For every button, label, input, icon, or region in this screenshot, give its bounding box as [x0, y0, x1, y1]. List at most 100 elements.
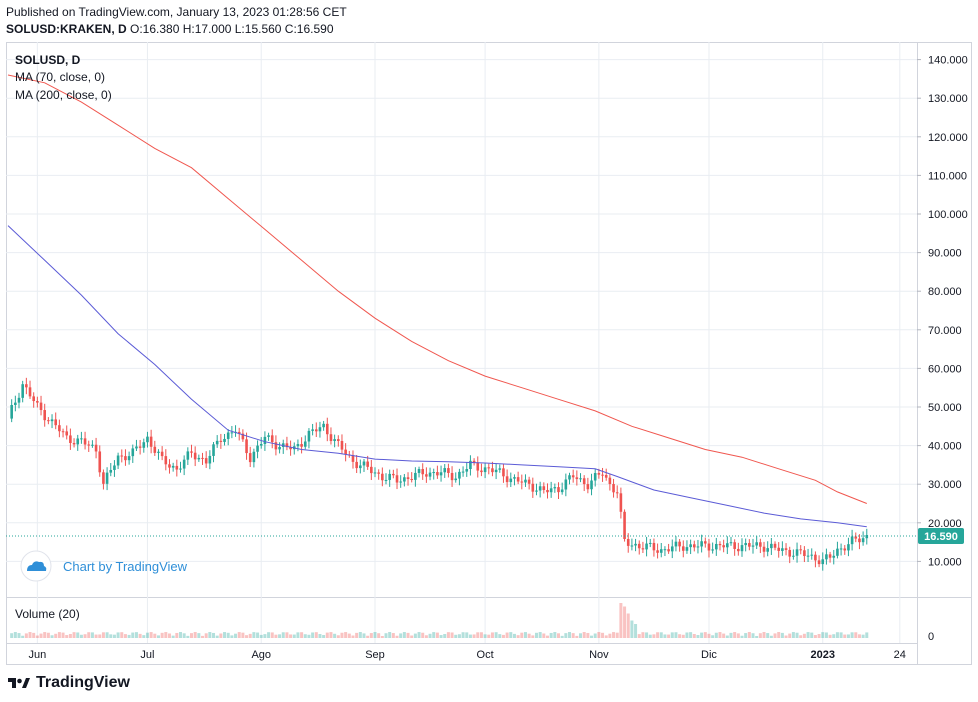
volume-bar — [314, 632, 318, 638]
volume-bar — [711, 635, 715, 638]
volume-bar — [43, 632, 47, 638]
volume-bar — [564, 633, 568, 638]
volume-bar — [421, 632, 425, 638]
candle-body — [395, 475, 399, 483]
candle-body — [223, 438, 226, 442]
volume-bar — [307, 634, 311, 638]
candle-body — [839, 548, 843, 550]
candle-body — [454, 478, 458, 481]
candle-body — [392, 473, 395, 476]
candle-body — [325, 423, 329, 435]
candle-body — [388, 473, 391, 480]
candle-body — [278, 447, 281, 450]
candle-body — [777, 547, 780, 551]
candle-body — [219, 440, 223, 442]
candle-body — [21, 384, 24, 398]
y-tick-label: 10.000 — [928, 556, 962, 568]
volume-bar — [674, 632, 678, 638]
candle-body — [670, 546, 674, 552]
volume-bar — [263, 634, 267, 638]
volume-bar — [846, 634, 850, 638]
candle-body — [799, 549, 803, 551]
candle-body — [788, 549, 792, 557]
volume-bar — [406, 632, 410, 638]
volume-axis-label: 0 — [928, 631, 934, 643]
candle-body — [806, 555, 810, 557]
candle-body — [17, 397, 21, 403]
candle-body — [626, 538, 630, 546]
volume-bar — [204, 633, 208, 638]
volume-bar — [256, 632, 260, 638]
candle-body — [718, 543, 722, 546]
volume-bar — [817, 633, 821, 638]
candle-body — [854, 536, 858, 539]
candle-body — [623, 511, 626, 539]
legend-ma200[interactable]: MA (200, close, 0) — [15, 88, 112, 102]
volume-bar — [83, 634, 87, 638]
candle-body — [586, 484, 590, 490]
volume-bar — [39, 633, 43, 638]
watermark-text[interactable]: Chart by TradingView — [63, 559, 188, 574]
legend-volume[interactable]: Volume (20) — [15, 607, 80, 621]
candle-body — [373, 472, 377, 474]
volume-bar — [545, 635, 549, 638]
volume-bar — [788, 633, 792, 638]
volume-bar — [465, 632, 469, 638]
candle-body — [748, 543, 751, 547]
volume-bar — [336, 635, 340, 638]
volume-bar — [487, 634, 491, 638]
volume-bar — [490, 632, 494, 638]
candle-body — [303, 441, 307, 447]
candle-body — [113, 465, 116, 470]
candle-body — [770, 543, 773, 549]
volume-bar — [483, 634, 487, 638]
volume-bar — [476, 632, 480, 638]
y-tick-label: 130.000 — [928, 93, 968, 105]
volume-bar — [10, 633, 14, 638]
volume-bar — [637, 634, 641, 638]
candle-body — [94, 444, 98, 452]
volume-bar — [167, 633, 171, 638]
candle-body — [289, 447, 292, 450]
volume-bar — [24, 633, 28, 638]
volume-bar — [234, 633, 238, 638]
volume-bar — [61, 632, 65, 638]
volume-bar — [457, 634, 461, 638]
volume-bar — [46, 632, 50, 638]
tradingview-watermark[interactable]: Chart by TradingView — [20, 550, 188, 582]
volume-bar — [127, 634, 131, 638]
candle-body — [270, 435, 274, 443]
candle-body — [843, 548, 847, 551]
volume-bar — [722, 633, 726, 638]
volume-bar — [112, 634, 116, 638]
candle-body — [25, 384, 28, 388]
price-chart[interactable]: 140.000 130.000 120.000 110.000 100.000 90.00… — [0, 0, 978, 670]
volume-bar — [120, 632, 124, 638]
volume-bar — [509, 632, 513, 638]
legend-ma70[interactable]: MA (70, close, 0) — [15, 70, 105, 84]
volume-bar — [219, 633, 223, 638]
volume-bar — [362, 633, 366, 638]
candle-body — [377, 472, 380, 474]
candle-body — [344, 449, 347, 455]
volume-bar — [769, 635, 773, 638]
candle-body — [208, 455, 212, 464]
volume-bar — [593, 633, 597, 638]
volume-bar — [145, 632, 149, 638]
volume-bar — [13, 632, 17, 638]
volume-bar — [325, 632, 329, 638]
volume-bar — [281, 632, 285, 638]
volume-bar — [810, 632, 814, 638]
candle-body — [366, 461, 369, 467]
candle-body — [582, 478, 586, 485]
candle-body — [737, 548, 740, 552]
candle-body — [204, 458, 208, 464]
volume-bar — [278, 634, 282, 638]
volume-bar — [98, 634, 102, 638]
candle-body — [54, 419, 58, 426]
volume-bar — [670, 632, 674, 638]
volume-bar — [443, 633, 447, 638]
volume-bar — [410, 635, 414, 638]
candle-body — [80, 438, 83, 440]
volume-bar — [534, 632, 538, 638]
